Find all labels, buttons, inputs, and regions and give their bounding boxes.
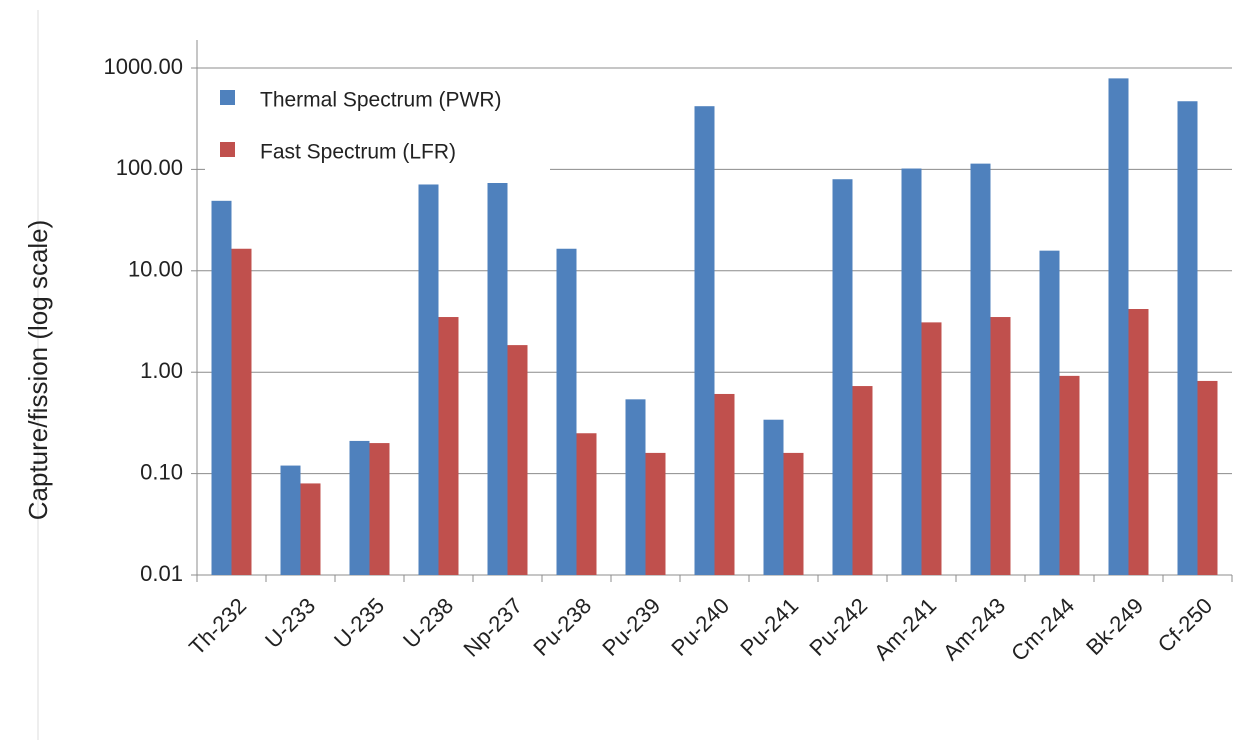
x-tick-label: Pu-239 bbox=[597, 593, 665, 661]
x-tick-label: Am-243 bbox=[938, 593, 1010, 665]
bar bbox=[1197, 380, 1218, 575]
bar bbox=[852, 386, 873, 575]
x-tick-label: Cf-250 bbox=[1153, 593, 1217, 657]
legend-label: Fast Spectrum (LFR) bbox=[260, 141, 456, 164]
bar bbox=[280, 465, 301, 575]
bar bbox=[714, 393, 735, 575]
x-tick-label: Np-237 bbox=[458, 593, 527, 662]
bar bbox=[438, 317, 459, 575]
bar bbox=[231, 248, 252, 575]
x-tick-label: U-235 bbox=[329, 593, 389, 653]
legend-swatch bbox=[220, 142, 235, 157]
bar bbox=[1128, 309, 1149, 575]
y-tick-label: 1000.00 bbox=[103, 54, 183, 79]
y-tick-label: 0.01 bbox=[140, 561, 183, 586]
y-tick-label: 1.00 bbox=[140, 358, 183, 383]
bar bbox=[763, 419, 784, 575]
bar bbox=[832, 179, 853, 575]
legend-swatch bbox=[220, 90, 235, 105]
x-tick-label: Bk-249 bbox=[1081, 593, 1148, 660]
x-tick-label: Am-241 bbox=[869, 593, 941, 665]
bar bbox=[783, 452, 804, 575]
bar bbox=[1177, 101, 1198, 576]
bar bbox=[349, 440, 370, 575]
x-tick-label: Pu-240 bbox=[666, 593, 734, 661]
bar bbox=[418, 184, 439, 575]
bar bbox=[487, 179, 508, 575]
y-tick-label: 10.00 bbox=[128, 257, 183, 282]
bar bbox=[211, 200, 232, 575]
x-tick-label: Th-232 bbox=[184, 593, 251, 660]
bar bbox=[1039, 250, 1060, 575]
x-tick-label: Pu-241 bbox=[735, 593, 803, 661]
x-tick-label: U-233 bbox=[260, 593, 320, 653]
x-tick-label: U-238 bbox=[398, 593, 458, 653]
x-tick-label: Pu-238 bbox=[528, 593, 596, 661]
bar bbox=[1059, 375, 1080, 575]
bar bbox=[1108, 78, 1129, 575]
bar bbox=[970, 163, 991, 575]
x-tick-label: Pu-242 bbox=[804, 593, 872, 661]
bar bbox=[369, 443, 390, 575]
bar bbox=[300, 483, 321, 575]
bar bbox=[921, 322, 942, 575]
bar bbox=[556, 248, 577, 575]
y-tick-label: 0.10 bbox=[140, 459, 183, 484]
y-axis-label: Capture/fission (log scale) bbox=[23, 220, 53, 521]
bar bbox=[990, 317, 1011, 575]
bar bbox=[694, 106, 715, 576]
x-tick-label: Cm-244 bbox=[1006, 593, 1079, 666]
bar bbox=[645, 452, 666, 575]
legend-label: Thermal Spectrum (PWR) bbox=[260, 89, 502, 112]
legend-box bbox=[205, 73, 550, 183]
y-tick-label: 100.00 bbox=[116, 155, 183, 180]
bar bbox=[576, 433, 597, 575]
bar bbox=[901, 168, 922, 575]
bar bbox=[625, 399, 646, 575]
bar bbox=[507, 345, 528, 575]
